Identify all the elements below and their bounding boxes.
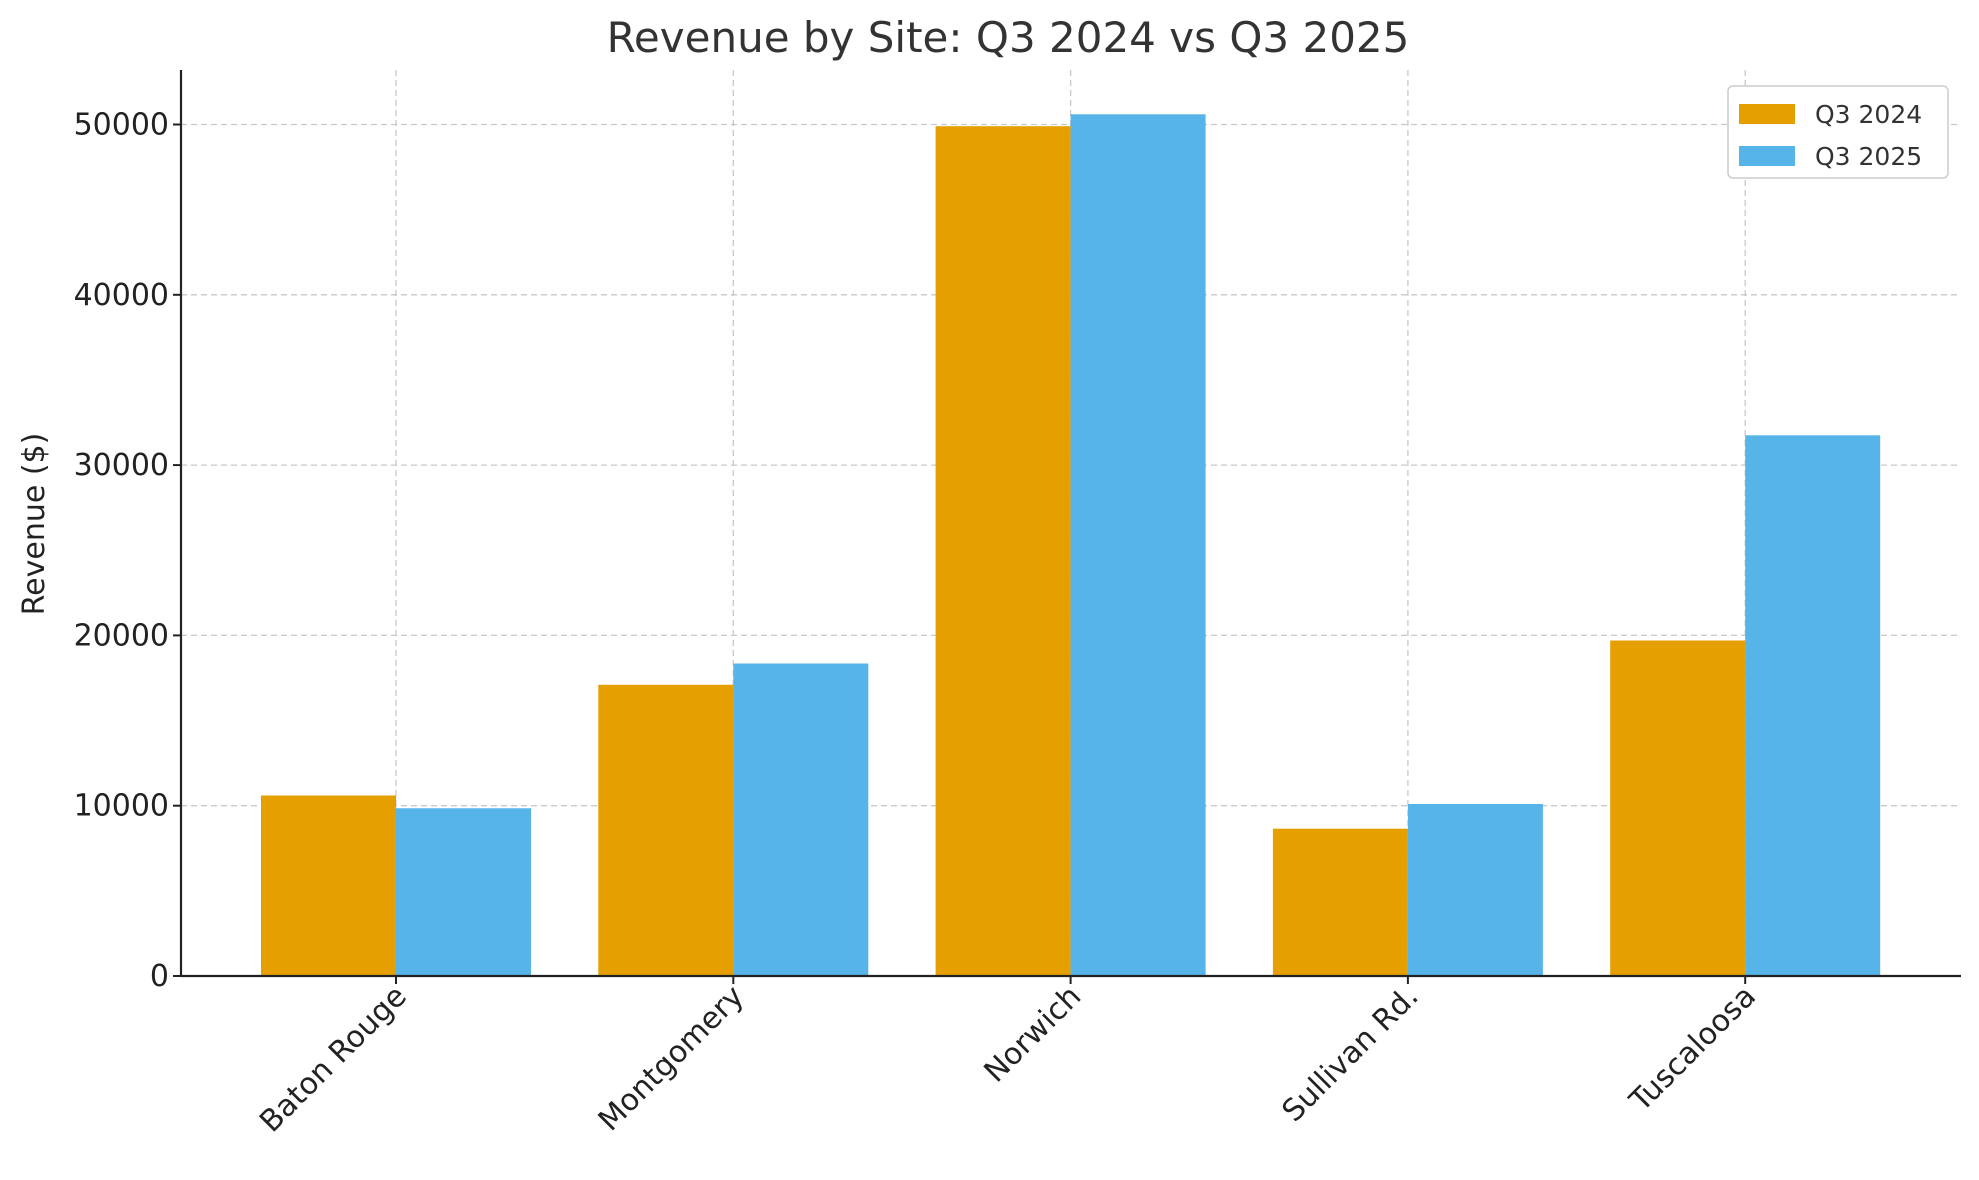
x-tick-label: Montgomery [592,979,751,1138]
x-tick-label: Norwich [978,979,1089,1090]
y-tick-labels: 0 10000 20000 30000 40000 50000 [74,107,169,994]
bar-q3-2025-montgomery [733,663,869,976]
bar-q3-2024-norwich [935,126,1071,977]
x-tick-label: Baton Rouge [253,979,414,1140]
x-tick-labels: Baton Rouge Montgomery Norwich Sullivan Rd.… [253,979,1763,1140]
bar-q3-2025-baton-rouge [396,808,531,976]
bars [261,114,1881,977]
legend-swatch [1739,104,1795,124]
legend-swatch [1739,146,1795,166]
legend-label: Q3 2024 [1815,100,1922,129]
bar-q3-2024-baton-rouge [261,795,396,976]
bar-q3-2025-tuscaloosa [1745,435,1881,976]
bar-q3-2024-tuscaloosa [1610,640,1746,976]
y-tick-label: 0 [150,959,169,994]
legend: Q3 2024 Q3 2025 [1727,85,1949,179]
legend-label: Q3 2025 [1815,142,1922,171]
chart-title: Revenue by Site: Q3 2024 vs Q3 2025 [607,13,1410,62]
y-axis-label: Revenue ($) [17,433,52,616]
bar-q3-2024-montgomery [598,684,734,976]
axes [173,70,1961,984]
bar-q3-2024-sullivan-rd- [1272,828,1408,976]
y-tick-label: 50000 [74,107,169,142]
x-tick-label: Tuscaloosa [1623,979,1763,1119]
y-tick-label: 20000 [74,618,169,653]
y-tick-label: 30000 [74,448,169,483]
bar-q3-2025-sullivan-rd- [1407,803,1543,976]
x-tick-label: Sullivan Rd. [1276,979,1426,1129]
y-tick-label: 40000 [74,278,169,313]
bar-q3-2025-norwich [1070,114,1206,976]
y-tick-label: 10000 [74,789,169,824]
